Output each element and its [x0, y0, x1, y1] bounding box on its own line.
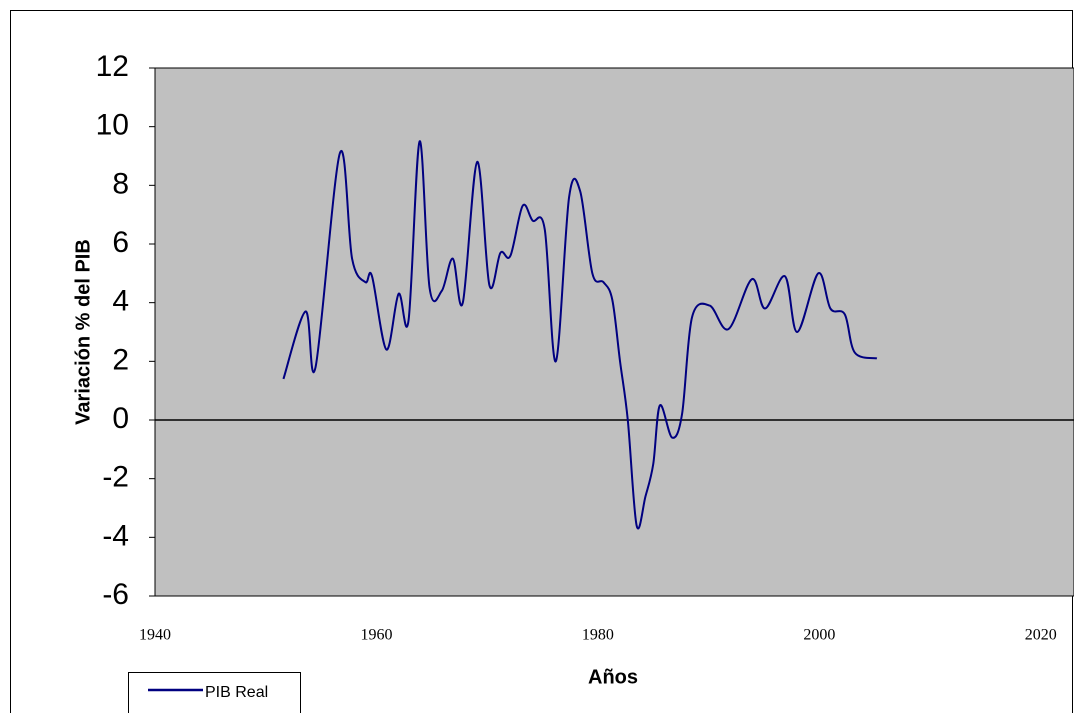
- legend-label: PIB Real: [205, 684, 268, 701]
- x-tick-label: 2000: [803, 627, 835, 644]
- y-tick-label: 4: [112, 285, 129, 318]
- x-axis-title: Años: [588, 666, 638, 688]
- y-tick-label: 12: [96, 50, 129, 83]
- x-tick-label: 2020: [1025, 627, 1057, 644]
- y-tick-label: 10: [96, 109, 129, 142]
- y-tick-label: 2: [112, 343, 129, 376]
- x-tick-label: 1980: [582, 627, 614, 644]
- y-tick-label: 8: [112, 167, 129, 200]
- plot-area: [154, 67, 1074, 597]
- legend-box: [128, 672, 301, 713]
- x-tick-label: 1960: [360, 627, 392, 644]
- y-axis-title: Variación % del PIB: [72, 239, 94, 425]
- y-tick-label: 6: [112, 226, 129, 259]
- y-tick-label: -2: [102, 461, 129, 494]
- x-tick-label: 1940: [139, 627, 171, 644]
- y-tick-label: -4: [102, 519, 129, 552]
- y-tick-label: -6: [102, 578, 129, 611]
- y-tick-label: 0: [112, 402, 129, 435]
- data-line: [282, 140, 878, 530]
